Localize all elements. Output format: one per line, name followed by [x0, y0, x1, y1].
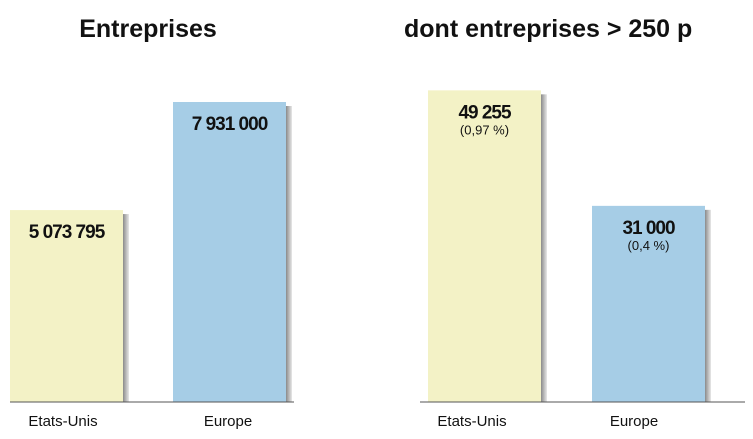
bar — [173, 102, 286, 402]
bar-value-label: 5 073 795 — [29, 222, 106, 243]
bar — [10, 210, 123, 402]
bar-shadow — [705, 209, 711, 402]
bar — [428, 90, 541, 402]
chart-1-category-label: Europe — [204, 413, 252, 430]
chart-2-category-label: Etats-Unis — [437, 413, 506, 430]
bar-value-label: 31 000 — [622, 218, 675, 239]
chart-2-title: dont entreprises > 250 p — [404, 15, 692, 43]
bar-shadow — [286, 106, 292, 402]
bar-value-label: 49 255 — [458, 102, 512, 123]
bar-shadow — [123, 214, 129, 402]
bar-percent-label: (0,97 %) — [460, 122, 509, 137]
chart-1-category-label: Etats-Unis — [28, 413, 97, 430]
bar-percent-label: (0,4 %) — [628, 238, 670, 253]
chart-2-category-label: Europe — [610, 413, 658, 430]
bar-value-label: 7 931 000 — [192, 114, 268, 135]
bar — [592, 205, 705, 402]
bar-shadow — [541, 94, 547, 402]
chart-1-title: Entreprises — [79, 15, 217, 43]
